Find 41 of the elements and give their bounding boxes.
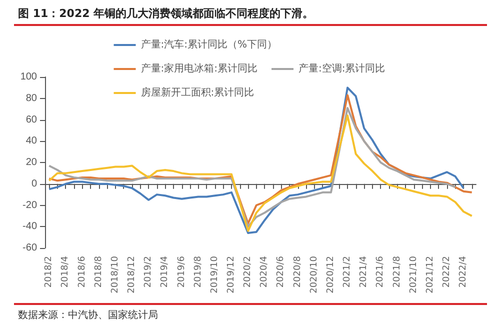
x-tick-label: 2021/6: [376, 256, 386, 288]
x-tick-label: 2020/2: [243, 256, 254, 288]
x-tick-label: 2019/10: [210, 256, 220, 294]
x-tick-label: 2018/12: [127, 256, 138, 294]
x-tick-label: 2019/8: [193, 256, 204, 288]
x-tick-label: 2021/12: [425, 256, 436, 294]
y-tick-label: -60: [22, 242, 38, 254]
x-tick-label: 2018/6: [77, 256, 88, 288]
y-tick-label: 40: [26, 136, 38, 147]
x-tick-label: 2021/2: [342, 256, 353, 288]
x-tick-label: 2021/10: [408, 256, 419, 294]
x-tick-label: 2019/4: [160, 256, 170, 288]
y-tick-label: -20: [22, 200, 38, 211]
x-tick-label: 2020/8: [292, 256, 303, 288]
x-tick-label: 2020/10: [309, 256, 320, 294]
x-tick-label: 2018/2: [44, 256, 54, 288]
y-tick-label: 20: [26, 157, 38, 168]
x-tick-label: 2020/4: [260, 256, 270, 288]
legend-label: 产量:家用电冰箱:累计同比: [140, 62, 258, 74]
x-tick-label: 2022/4: [458, 256, 469, 288]
x-tick-label: 2019/2: [144, 256, 154, 288]
x-tick-label: 2021/4: [359, 256, 370, 288]
x-tick-label: 2020/6: [276, 256, 286, 288]
x-tick-label: 2019/12: [226, 256, 236, 294]
y-tick-label: -40: [22, 221, 38, 232]
y-tick-label: 0: [31, 178, 38, 190]
x-tick-label: 2018/8: [94, 256, 104, 288]
x-tick-label: 2020/12: [326, 256, 336, 294]
source-note: 数据来源：中汽协、国家统计局: [18, 308, 158, 322]
x-tick-label: 2019/6: [176, 256, 187, 288]
x-tick-label: 2018/4: [60, 256, 71, 288]
x-tick-label: 2021/8: [392, 256, 402, 288]
legend-label: 产量:空调:累计同比: [298, 62, 386, 74]
chart-title: 图 11：2022 年铜的几大消费领域都面临不同程度的下滑。: [18, 6, 314, 21]
x-tick-label: 2022/2: [442, 256, 452, 288]
y-tick-label: 60: [26, 114, 38, 126]
x-tick-label: 2018/10: [110, 256, 120, 294]
y-tick-label: 100: [20, 72, 38, 82]
legend-label: 产量:汽车:累计同比（%下同）: [140, 38, 278, 50]
y-tick-label: 80: [26, 92, 38, 104]
legend-label: 房屋新开工面积:累计同比: [140, 86, 254, 98]
